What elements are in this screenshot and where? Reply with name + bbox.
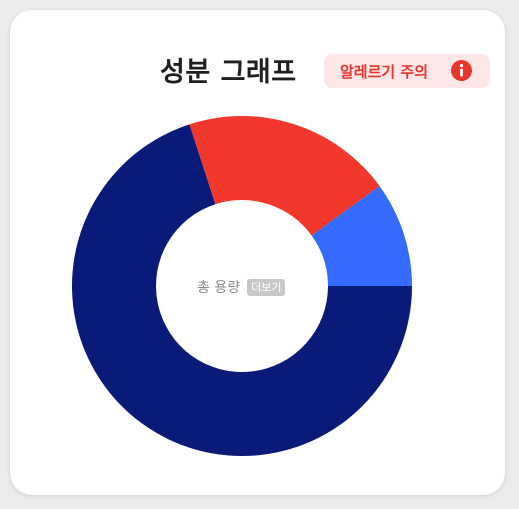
donut-slice-1[interactable] [71, 124, 412, 457]
donut-slice-2[interactable] [189, 115, 380, 236]
donut-slice-3[interactable] [311, 186, 412, 286]
allergy-warning-label: 알레르기 주의 [340, 62, 429, 81]
page-title: 성분 그래프 [160, 57, 297, 88]
total-volume-label: 총 용량 [197, 280, 241, 296]
allergy-warning-button[interactable]: 알레르기 주의 [324, 54, 490, 88]
info-icon[interactable] [451, 60, 472, 81]
total-volume: 총 용량 더보기 [197, 277, 286, 297]
more-button[interactable]: 더보기 [247, 278, 286, 296]
